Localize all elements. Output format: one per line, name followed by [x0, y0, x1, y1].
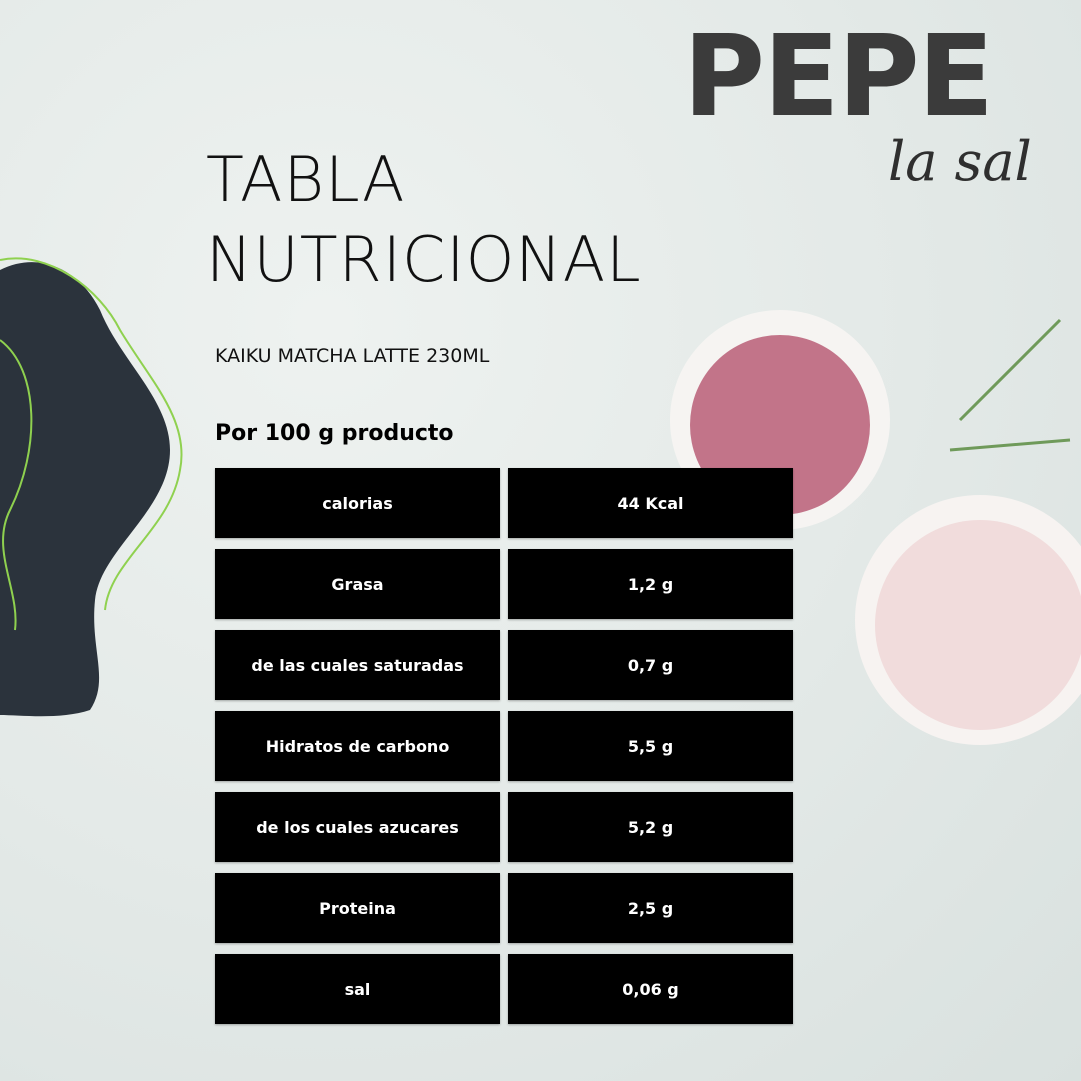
dark-blob-decoration — [0, 257, 183, 717]
logo-tagline: la sal — [888, 130, 1032, 193]
nutrient-label: de los cuales azucares — [215, 792, 500, 862]
title-line-2: NUTRICIONAL — [206, 223, 642, 296]
nutrient-label: calorias — [215, 468, 500, 538]
table-row: de las cuales saturadas 0,7 g — [215, 630, 793, 700]
nutrient-value: 1,2 g — [508, 549, 793, 619]
nutrient-value: 0,06 g — [508, 954, 793, 1024]
nutrient-label: Proteina — [215, 873, 500, 943]
nutrient-value: 44 Kcal — [508, 468, 793, 538]
nutrient-value: 0,7 g — [508, 630, 793, 700]
nutrient-value: 5,5 g — [508, 711, 793, 781]
table-row: Grasa 1,2 g — [215, 549, 793, 619]
table-row: Proteina 2,5 g — [215, 873, 793, 943]
title-line-1: TABLA — [206, 143, 406, 216]
table-row: de los cuales azucares 5,2 g — [215, 792, 793, 862]
table-row: calorias 44 Kcal — [215, 468, 793, 538]
table-row: Hidratos de carbono 5,5 g — [215, 711, 793, 781]
table-row: sal 0,06 g — [215, 954, 793, 1024]
logo-brand: PEPE — [683, 12, 994, 142]
nutrient-value: 2,5 g — [508, 873, 793, 943]
product-name: KAIKU MATCHA LATTE 230ML — [215, 345, 490, 367]
nutrient-label: de las cuales saturadas — [215, 630, 500, 700]
per-portion-label: Por 100 g producto — [215, 421, 454, 446]
nutrient-label: Grasa — [215, 549, 500, 619]
nutrient-label: sal — [215, 954, 500, 1024]
nutrition-table: calorias 44 Kcal Grasa 1,2 g de las cuales s… — [215, 468, 793, 1035]
nutrient-label: Hidratos de carbono — [215, 711, 500, 781]
nutrient-value: 5,2 g — [508, 792, 793, 862]
page-title: TABLA NUTRICIONAL — [206, 140, 642, 300]
